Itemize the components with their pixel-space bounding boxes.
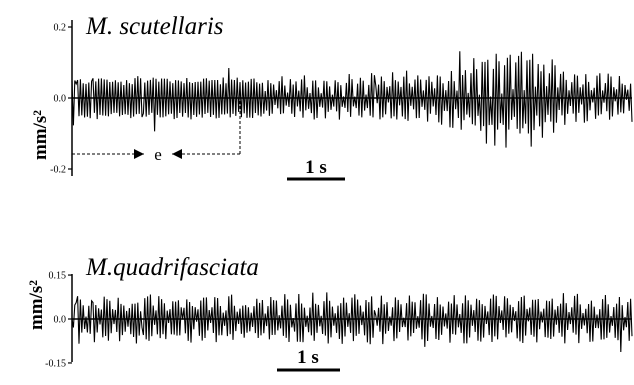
scale-bar-label-bottom: 1 s <box>297 347 319 368</box>
y-tick-label: -0.2 <box>50 165 66 176</box>
series-trace <box>71 51 633 148</box>
species-title-bottom: M.quadrifasciata <box>85 254 259 281</box>
y-tick-label: 0.0 <box>54 315 67 326</box>
y-tick-label: 0.2 <box>54 23 67 34</box>
y-tick-label: 0.0 <box>54 94 67 105</box>
y-tick-label: 0.15 <box>49 271 67 282</box>
y-ticks-top: 0.2 0.0 -0.2 <box>50 23 72 176</box>
y-ticks-bottom: 0.15 0.0 -0.15 <box>45 271 72 369</box>
panel-scutellaris: mm/s² 0.2 0.0 -0.2 M. scutellaris e 1 s <box>30 13 633 181</box>
annotation-e: e <box>72 100 241 164</box>
trace-scutellaris <box>71 51 633 148</box>
scale-bar-top: 1 s <box>287 157 345 181</box>
y-axis-label-top: mm/s² <box>30 110 51 160</box>
scale-bar-label-top: 1 s <box>305 157 327 178</box>
annotation-label: e <box>154 145 162 164</box>
annotation-label-bg <box>144 144 172 164</box>
y-tick-label: -0.15 <box>45 358 66 369</box>
trace-quadrifasciata <box>71 292 633 353</box>
annotation-arrow-left <box>172 149 182 159</box>
series-trace <box>71 292 633 353</box>
scale-bar-bottom: 1 s <box>277 347 340 372</box>
panel-quadrifasciata: mm/s² 0.15 0.0 -0.15 M.quadrifasciata 1 s <box>26 254 633 372</box>
annotation-arrow-right <box>134 149 144 159</box>
y-axis-label-bottom: mm/s² <box>26 280 47 330</box>
species-title-top: M. scutellaris <box>85 13 224 40</box>
